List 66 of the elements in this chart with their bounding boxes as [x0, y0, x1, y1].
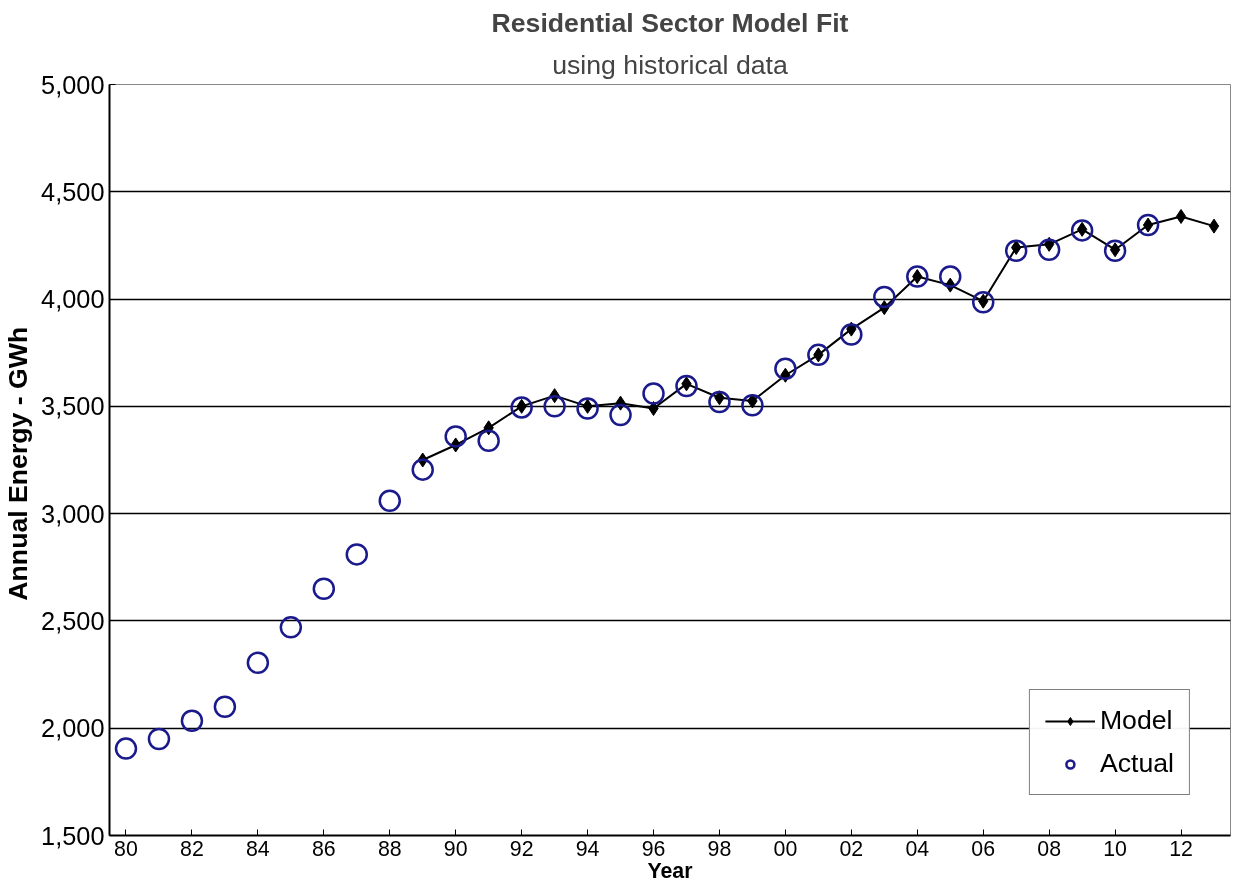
x-tick-label: 00	[773, 836, 798, 861]
y-tick-label: 3,000	[41, 499, 105, 528]
point	[147, 727, 171, 751]
x-tick-label: 88	[377, 836, 402, 861]
x-tick-label: 98	[707, 836, 732, 861]
y-tick-label: 2,500	[41, 606, 105, 635]
point	[939, 265, 962, 288]
point	[1103, 239, 1127, 263]
point	[807, 343, 830, 367]
chart-subtitle: using historical data	[552, 49, 788, 80]
x-tick-label: 80	[114, 836, 138, 861]
x-axis-title: Year	[647, 858, 693, 883]
y-tick-label: 5,000	[41, 70, 105, 99]
point	[312, 577, 336, 600]
point	[279, 616, 303, 639]
x-tick-label: 04	[905, 836, 930, 861]
point	[345, 543, 369, 566]
point	[840, 323, 863, 346]
x-tick-label: 96	[641, 836, 666, 861]
x-tick-label: 84	[246, 836, 270, 861]
y-tick-label: 3,500	[41, 392, 105, 421]
point	[1004, 239, 1028, 263]
point	[971, 291, 995, 314]
point	[741, 394, 764, 417]
chart-title: Residential Sector Model Fit	[491, 7, 849, 38]
point	[1208, 218, 1220, 234]
point	[1136, 213, 1160, 237]
legend-label: Actual	[1099, 748, 1174, 779]
point	[411, 458, 434, 481]
point	[114, 737, 138, 760]
x-tick-label: 02	[839, 836, 864, 861]
point	[873, 285, 896, 309]
x-tick-label: 94	[575, 836, 600, 861]
x-tick-label: 86	[311, 836, 336, 861]
x-tick-label: 06	[971, 836, 996, 861]
x-tick-label: 90	[443, 836, 468, 861]
point	[477, 429, 500, 452]
point	[510, 396, 533, 419]
point	[213, 695, 237, 718]
point	[246, 651, 270, 674]
y-axis-title: Annual Energy - GWh	[3, 326, 34, 601]
point	[774, 357, 797, 381]
point	[648, 401, 659, 416]
legend-label: Model	[1099, 705, 1173, 736]
point	[675, 374, 698, 398]
point	[1070, 219, 1094, 242]
point	[378, 489, 401, 512]
y-tick-label: 4,500	[41, 177, 105, 206]
point	[543, 395, 566, 418]
x-tick-label: 12	[1169, 836, 1193, 861]
y-tick-label: 4,000	[41, 285, 105, 314]
point	[906, 265, 929, 288]
point	[1037, 238, 1061, 261]
point	[576, 397, 599, 420]
x-tick-label: 92	[509, 836, 534, 861]
point	[1175, 208, 1187, 224]
point	[708, 390, 731, 414]
x-tick-label: 10	[1103, 836, 1128, 861]
y-tick-label: 2,000	[41, 714, 105, 743]
y-tick-label: 1,500	[41, 821, 105, 850]
point	[642, 382, 665, 405]
point	[609, 403, 632, 427]
point	[180, 709, 204, 732]
x-tick-label: 82	[180, 836, 204, 861]
x-tick-label: 08	[1037, 836, 1062, 861]
point	[444, 425, 467, 448]
